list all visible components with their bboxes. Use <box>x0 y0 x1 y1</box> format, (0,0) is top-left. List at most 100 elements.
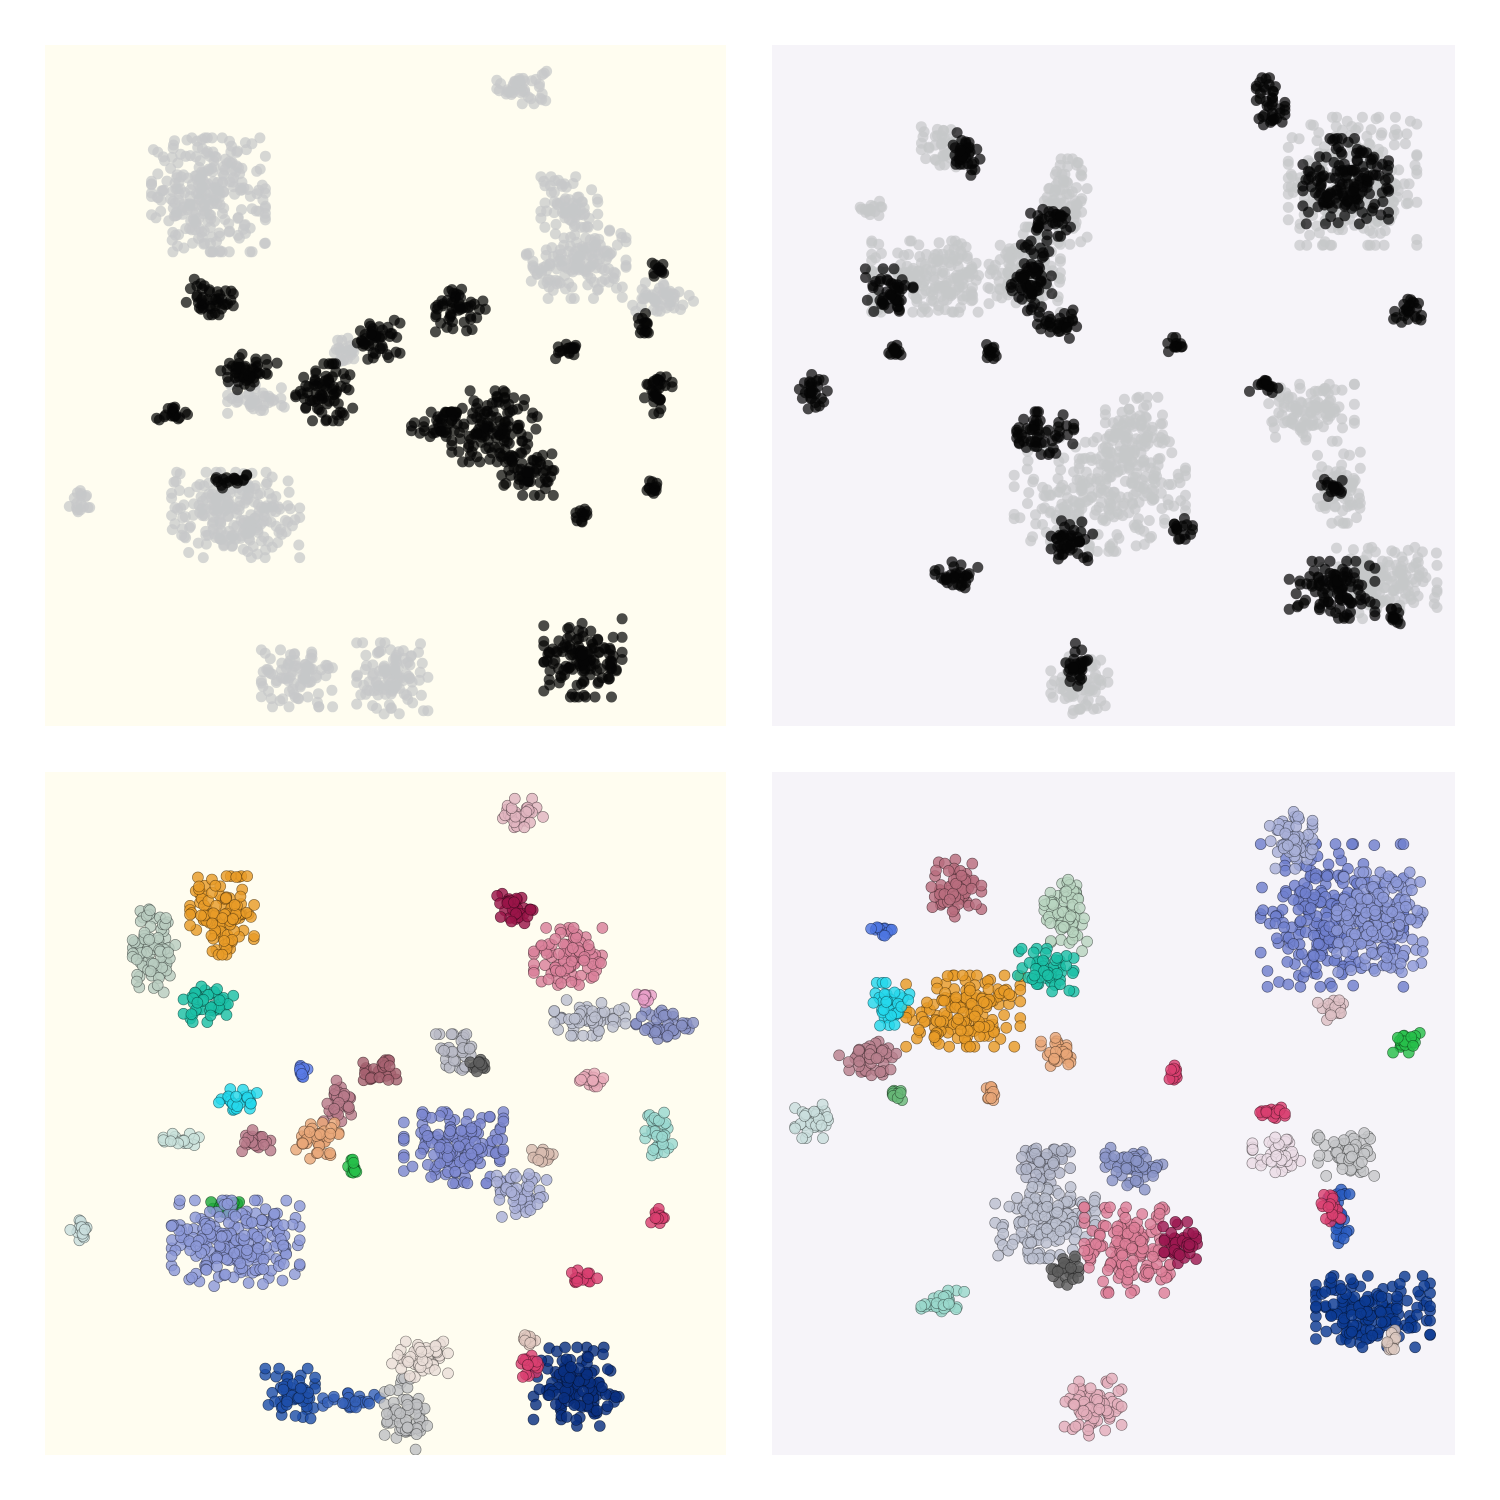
scatter-point <box>265 693 277 705</box>
scatter-point <box>1089 509 1101 521</box>
scatter-point <box>616 613 628 625</box>
scatter-point <box>227 300 239 312</box>
scatter-point <box>1054 273 1066 285</box>
scatter-point <box>1339 210 1351 222</box>
scatter-point <box>340 373 351 385</box>
scatter-point <box>565 1029 577 1042</box>
scatter-point <box>560 283 571 295</box>
scatter-point <box>1305 401 1317 413</box>
scatter-point <box>965 286 977 298</box>
scatter-point <box>195 909 207 922</box>
scatter-point <box>1386 603 1398 615</box>
scatter-point <box>1062 161 1074 172</box>
scatter-point <box>1386 545 1398 557</box>
scatter-point <box>407 697 419 709</box>
scatter-point <box>568 1012 581 1025</box>
scatter-point <box>319 375 331 387</box>
scatter-point <box>508 392 520 404</box>
scatter-point <box>321 414 332 426</box>
scatter-point <box>211 236 222 247</box>
scatter-point <box>873 284 885 296</box>
scatter-point <box>677 299 689 311</box>
scatter-point <box>1130 471 1141 483</box>
scatter-point <box>589 691 601 703</box>
scatter-point <box>508 896 520 909</box>
scatter-point <box>259 238 271 249</box>
scatter-point <box>550 218 562 230</box>
cluster-11 <box>854 195 888 222</box>
scatter-point <box>1039 502 1051 514</box>
scatter-point <box>596 922 609 934</box>
scatter-point <box>1033 406 1044 418</box>
scatter-point <box>230 871 242 883</box>
scatter-point <box>920 153 932 165</box>
scatter-point <box>592 208 604 220</box>
scatter-point <box>1266 92 1278 104</box>
scatter-point <box>1037 519 1048 530</box>
scatter-point <box>587 970 600 983</box>
cluster-21 <box>1045 515 1099 567</box>
scatter-point <box>1043 246 1055 257</box>
scatter-point <box>556 260 567 272</box>
scatter-point <box>1282 214 1294 226</box>
cluster-32 <box>1167 513 1198 545</box>
scatter-point <box>970 257 982 269</box>
scatter-point <box>508 451 520 463</box>
scatter-point <box>1282 172 1294 184</box>
scatter-point <box>1392 567 1404 579</box>
scatter-point <box>1326 202 1338 214</box>
scatter-point <box>213 1096 225 1109</box>
scatter-point <box>225 157 237 169</box>
scatter-point <box>661 302 672 314</box>
scatter-point <box>1045 687 1057 699</box>
cluster-22 <box>639 371 678 420</box>
scatter-point <box>1315 580 1326 592</box>
scatter-point <box>1431 602 1443 613</box>
scatter-point <box>531 411 543 423</box>
scatter-point <box>206 163 218 175</box>
scatter-point <box>954 145 966 157</box>
scatter-plot-top-right <box>772 45 1455 726</box>
scatter-point <box>933 304 944 316</box>
scatter-point <box>447 1177 459 1190</box>
scatter-point <box>494 911 507 923</box>
scatter-point <box>972 306 984 318</box>
scatter-point <box>477 295 489 307</box>
scatter-point <box>1356 579 1368 591</box>
scatter-point <box>303 1126 316 1138</box>
scatter-point <box>1078 656 1090 668</box>
scatter-point <box>598 642 610 654</box>
scatter-point <box>231 520 243 532</box>
scatter-point <box>308 378 320 390</box>
scatter-point <box>565 293 577 304</box>
scatter-point <box>1337 505 1349 517</box>
scatter-point <box>251 397 263 409</box>
scatter-point <box>882 275 894 287</box>
scatter-point <box>1339 517 1351 529</box>
scatter-point <box>246 1124 259 1136</box>
scatter-point <box>1290 588 1302 600</box>
scatter-point <box>265 516 277 528</box>
scatter-point <box>289 514 301 526</box>
scatter-point <box>1080 698 1092 710</box>
scatter-point <box>210 472 222 484</box>
scatter-point <box>1416 546 1428 558</box>
scatter-point <box>1076 503 1088 515</box>
scatter-point <box>467 407 479 419</box>
scatter-point <box>178 242 190 254</box>
scatter-point <box>255 675 267 687</box>
scatter-point <box>259 202 271 214</box>
scatter-point <box>188 498 200 510</box>
scatter-point <box>147 144 159 156</box>
scatter-point <box>293 693 305 705</box>
scatter-point <box>216 303 228 315</box>
scatter-point <box>1061 429 1073 441</box>
scatter-point <box>951 127 963 139</box>
scatter-point <box>588 654 600 666</box>
scatter-point <box>929 130 941 142</box>
scatter-point <box>275 382 287 394</box>
scatter-point <box>1354 446 1366 458</box>
scatter-point <box>1270 431 1281 443</box>
scatter-point <box>347 402 359 414</box>
scatter-point <box>1157 409 1168 421</box>
